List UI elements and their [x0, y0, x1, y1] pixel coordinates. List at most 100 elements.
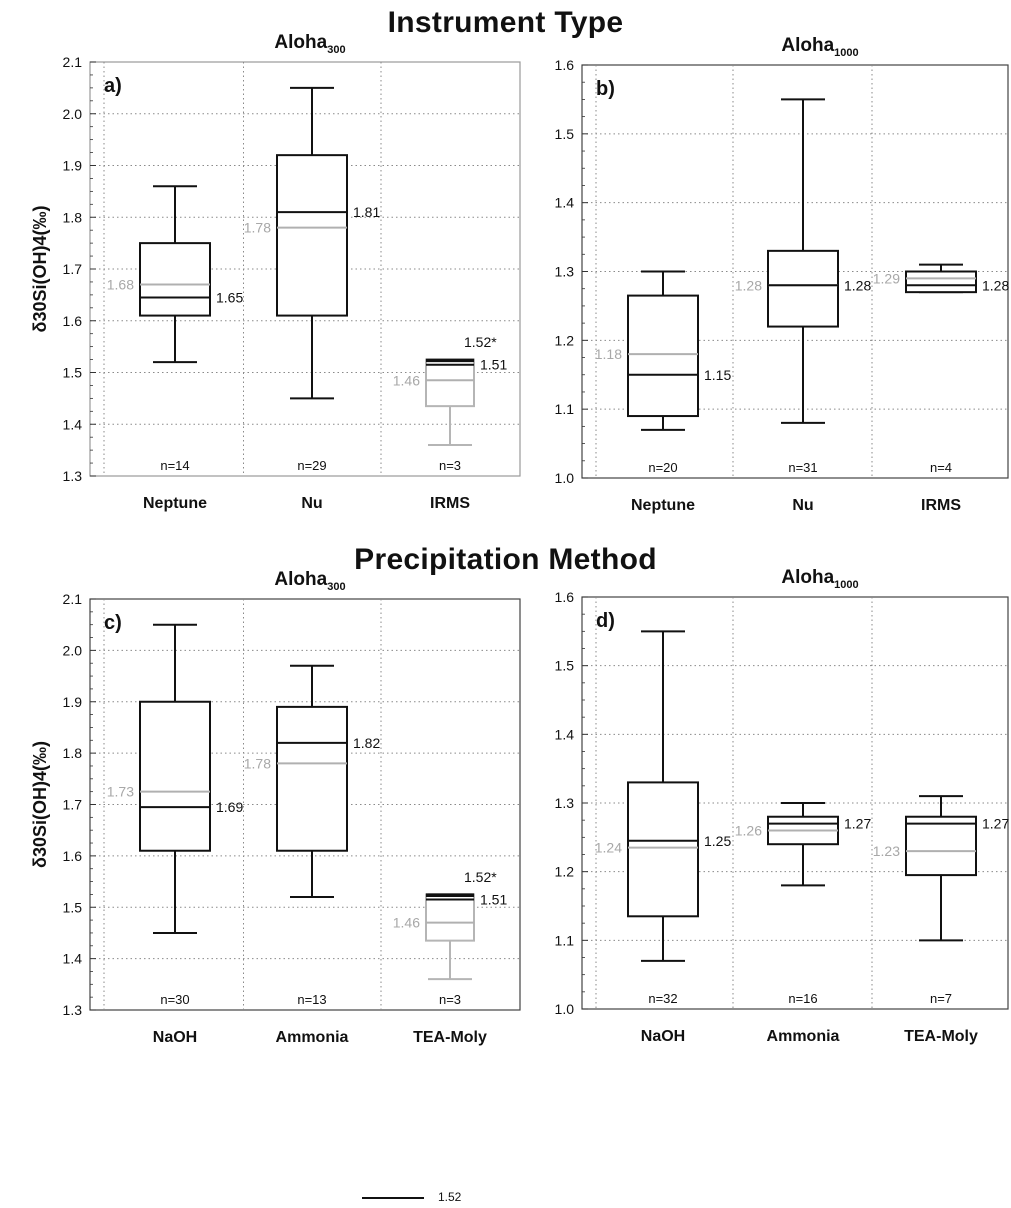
panel-letter: a): [104, 75, 122, 97]
y-tick-label: 1.9: [63, 694, 83, 710]
median-value-label: 1.51: [480, 892, 507, 908]
median-value-label: 1.15: [704, 367, 731, 383]
y-tick-label: 1.0: [555, 1001, 575, 1017]
sample-count-label: n=3: [439, 458, 461, 473]
box-iqr: [139, 700, 211, 852]
y-tick-label: 1.9: [63, 158, 83, 174]
y-tick-label: 1.7: [63, 797, 83, 813]
median-value-label: 1.65: [216, 289, 243, 305]
box-iqr: [905, 270, 977, 294]
box-nu: 1.81 1.78 n=29 Nu: [244, 86, 380, 512]
mean-value-label: 1.28: [735, 277, 762, 293]
median-value-label: 1.81: [353, 204, 380, 220]
sample-count-label: n=14: [160, 458, 189, 473]
section-title-instrument: Instrument Type: [387, 6, 624, 39]
y-tick-label: 1.4: [63, 951, 83, 967]
box-tea-moly: 1.27 1.23 n=7 TEA-Moly: [873, 795, 1009, 1045]
category-label: Ammonia: [767, 1028, 840, 1045]
mean-value-label: 1.46: [393, 915, 420, 931]
median-value-label: 1.69: [216, 799, 243, 815]
extra-value-label: 1.52*: [464, 869, 497, 885]
y-tick-label: 1.1: [555, 932, 575, 948]
category-label: TEA-Moly: [904, 1028, 978, 1045]
sample-count-label: n=32: [648, 991, 677, 1006]
legend-line-sample: [362, 1197, 424, 1199]
box-iqr: [276, 705, 348, 852]
mean-value-label: 1.78: [244, 220, 271, 236]
mean-value-label: 1.46: [393, 372, 420, 388]
mean-value-label: 1.23: [873, 843, 900, 859]
mean-value-label: 1.26: [735, 822, 762, 838]
category-label: IRMS: [921, 497, 961, 514]
panel-title: Aloha1000: [781, 35, 858, 59]
box-iqr: [425, 358, 475, 408]
category-label: Nu: [792, 497, 813, 514]
y-tick-label: 2.0: [63, 642, 83, 658]
y-tick-label: 1.5: [555, 658, 575, 674]
median-value-label: 1.27: [844, 816, 871, 832]
mean-value-label: 1.24: [595, 840, 622, 856]
sample-count-label: n=29: [297, 458, 326, 473]
category-label: Neptune: [143, 495, 207, 512]
y-tick-label: 1.6: [555, 57, 575, 73]
panel-title-subscript: 1000: [834, 47, 858, 59]
median-value-label: 1.25: [704, 833, 731, 849]
mean-value-label: 1.73: [107, 784, 134, 800]
median-value-label: 1.27: [982, 816, 1009, 832]
panel-title-subscript: 300: [327, 44, 345, 56]
box-iqr: [905, 815, 977, 877]
panel-letter: b): [596, 78, 615, 100]
sample-count-label: n=20: [648, 460, 677, 475]
y-tick-label: 1.6: [555, 589, 575, 605]
sample-count-label: n=13: [297, 992, 326, 1007]
box-iqr: [627, 294, 699, 418]
sample-count-label: n=3: [439, 992, 461, 1007]
panel-title: Aloha1000: [781, 567, 858, 591]
category-label: NaOH: [153, 1029, 197, 1046]
y-tick-label: 1.8: [63, 745, 83, 761]
y-tick-label: 1.1: [555, 401, 575, 417]
y-tick-label: 1.4: [555, 195, 575, 211]
mean-value-label: 1.68: [107, 277, 134, 293]
mean-value-label: 1.18: [595, 346, 622, 362]
box-neptune: 1.65 1.68 n=14 Neptune: [107, 185, 243, 512]
box-iqr: [139, 242, 211, 317]
mean-value-label: 1.78: [244, 755, 271, 771]
box-iqr: [425, 893, 475, 942]
y-tick-label: 1.2: [555, 332, 575, 348]
panel-title-subscript: 300: [327, 581, 345, 593]
y-tick-label: 1.6: [63, 313, 83, 329]
y-tick-label: 2.1: [63, 54, 83, 70]
sample-count-label: n=7: [930, 991, 952, 1006]
y-tick-label: 1.3: [63, 1002, 83, 1018]
panel-title: Aloha300: [274, 32, 345, 56]
box-irms: 1.52* 1.51 1.46 n=3 IRMS: [393, 334, 508, 512]
y-tick-label: 1.5: [63, 899, 83, 915]
category-label: Neptune: [631, 497, 695, 514]
sample-count-label: n=4: [930, 460, 952, 475]
y-tick-label: 1.4: [555, 726, 575, 742]
y-tick-label: 1.3: [555, 264, 575, 280]
category-label: TEA-Moly: [413, 1029, 487, 1046]
median-value-label: 1.51: [480, 357, 507, 373]
box-neptune: 1.15 1.18 n=20 Neptune: [595, 270, 731, 514]
median-value-label: 1.28: [982, 277, 1009, 293]
y-tick-label: 1.2: [555, 864, 575, 880]
section-title-precipitation: Precipitation Method: [354, 543, 657, 576]
y-tick-label: 1.3: [555, 795, 575, 811]
category-label: Ammonia: [276, 1029, 349, 1046]
y-tick-label: 2.1: [63, 591, 83, 607]
y-tick-label: 1.6: [63, 848, 83, 864]
median-value-label: 1.82: [353, 735, 380, 751]
panel-letter: d): [596, 610, 615, 632]
box-ammonia: 1.27 1.26 n=16 Ammonia: [735, 802, 871, 1045]
panel-letter: c): [104, 612, 122, 634]
category-label: Nu: [301, 495, 322, 512]
y-tick-label: 1.7: [63, 261, 83, 277]
category-label: IRMS: [430, 495, 470, 512]
box-iqr: [767, 249, 839, 328]
panel-a: 1.3 1.4 1.5 1.6 1.7 1.8 1.9 2.0 2.1 a) Aloha300 δ30…: [30, 32, 521, 512]
y-tick-label: 1.4: [63, 416, 83, 432]
y-tick-label: 1.8: [63, 209, 83, 225]
